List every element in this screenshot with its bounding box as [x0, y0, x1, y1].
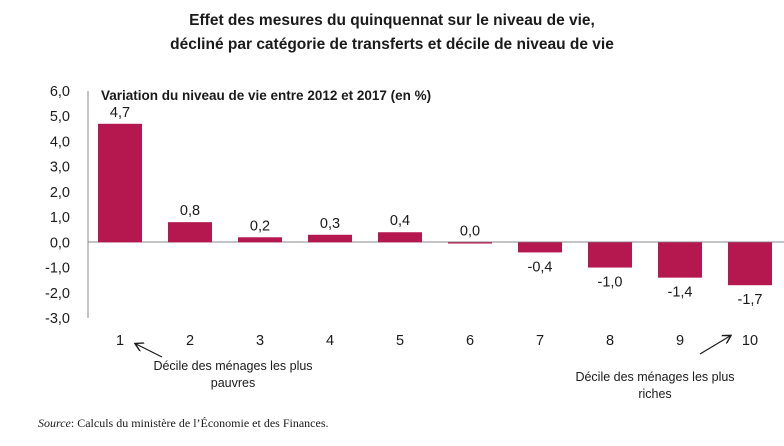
y-tick-label: 1,0 — [50, 210, 70, 226]
arrow-right — [699, 336, 730, 355]
bar-decile-7 — [518, 242, 562, 253]
annotation-richest: Décile des ménages les plus riches — [575, 370, 735, 401]
x-tick-label: 1 — [116, 333, 124, 349]
x-tick-label: 8 — [606, 333, 614, 349]
data-label: -1,4 — [668, 285, 693, 301]
x-tick-label: 5 — [396, 333, 404, 349]
x-tick-label: 7 — [536, 333, 544, 349]
y-tick-label: -3,0 — [45, 311, 70, 327]
y-tick-label: -2,0 — [45, 286, 70, 302]
data-label: -1,7 — [738, 292, 763, 308]
bar-decile-1 — [98, 123, 142, 243]
x-tick-label: 3 — [256, 333, 264, 349]
bar-decile-3 — [238, 237, 282, 243]
data-label: 0,3 — [320, 216, 340, 232]
bar-decile-6 — [448, 242, 492, 244]
y-tick-label: 2,0 — [50, 185, 70, 201]
data-label: -0,4 — [528, 259, 553, 275]
data-label: 4,7 — [110, 105, 130, 121]
source-note: Source: Calculs du ministère de l’Économ… — [38, 416, 329, 431]
chart-title-line2: décliné par catégorie de transferts et d… — [170, 36, 614, 53]
arrow-left — [136, 344, 163, 358]
source-prefix: Source — [38, 416, 71, 430]
data-label: 0,4 — [390, 213, 410, 229]
y-tick-label: 3,0 — [50, 160, 70, 176]
bar-decile-5 — [378, 232, 422, 243]
data-label: 0,0 — [460, 223, 480, 239]
x-tick-label: 2 — [186, 333, 194, 349]
y-tick-label: 5,0 — [50, 109, 70, 125]
data-label: 0,2 — [250, 218, 270, 234]
y-tick-label: -1,0 — [45, 261, 70, 277]
annotation-poorest: Décile des ménages les plus pauvres — [153, 359, 313, 390]
bar-decile-4 — [308, 234, 352, 243]
x-tick-label: 10 — [742, 333, 758, 349]
bar-decile-9 — [658, 242, 702, 278]
y-tick-label: 4,0 — [50, 134, 70, 150]
y-axis-label: Variation du niveau de vie entre 2012 et… — [101, 88, 431, 103]
y-tick-label: 0,0 — [50, 235, 70, 251]
data-label: 0,8 — [180, 203, 200, 219]
bar-decile-10 — [728, 242, 772, 286]
bar-decile-8 — [588, 242, 632, 268]
source-text: : Calculs du ministère de l’Économie et … — [70, 416, 329, 430]
x-tick-label: 6 — [466, 333, 474, 349]
y-tick-label: 6,0 — [50, 84, 70, 100]
chart-title-line1: Effet des mesures du quinquennat sur le … — [189, 12, 595, 29]
x-tick-label: 9 — [676, 333, 684, 349]
bar-decile-2 — [168, 222, 212, 243]
x-tick-label: 4 — [326, 333, 334, 349]
data-label: -1,0 — [598, 275, 623, 291]
